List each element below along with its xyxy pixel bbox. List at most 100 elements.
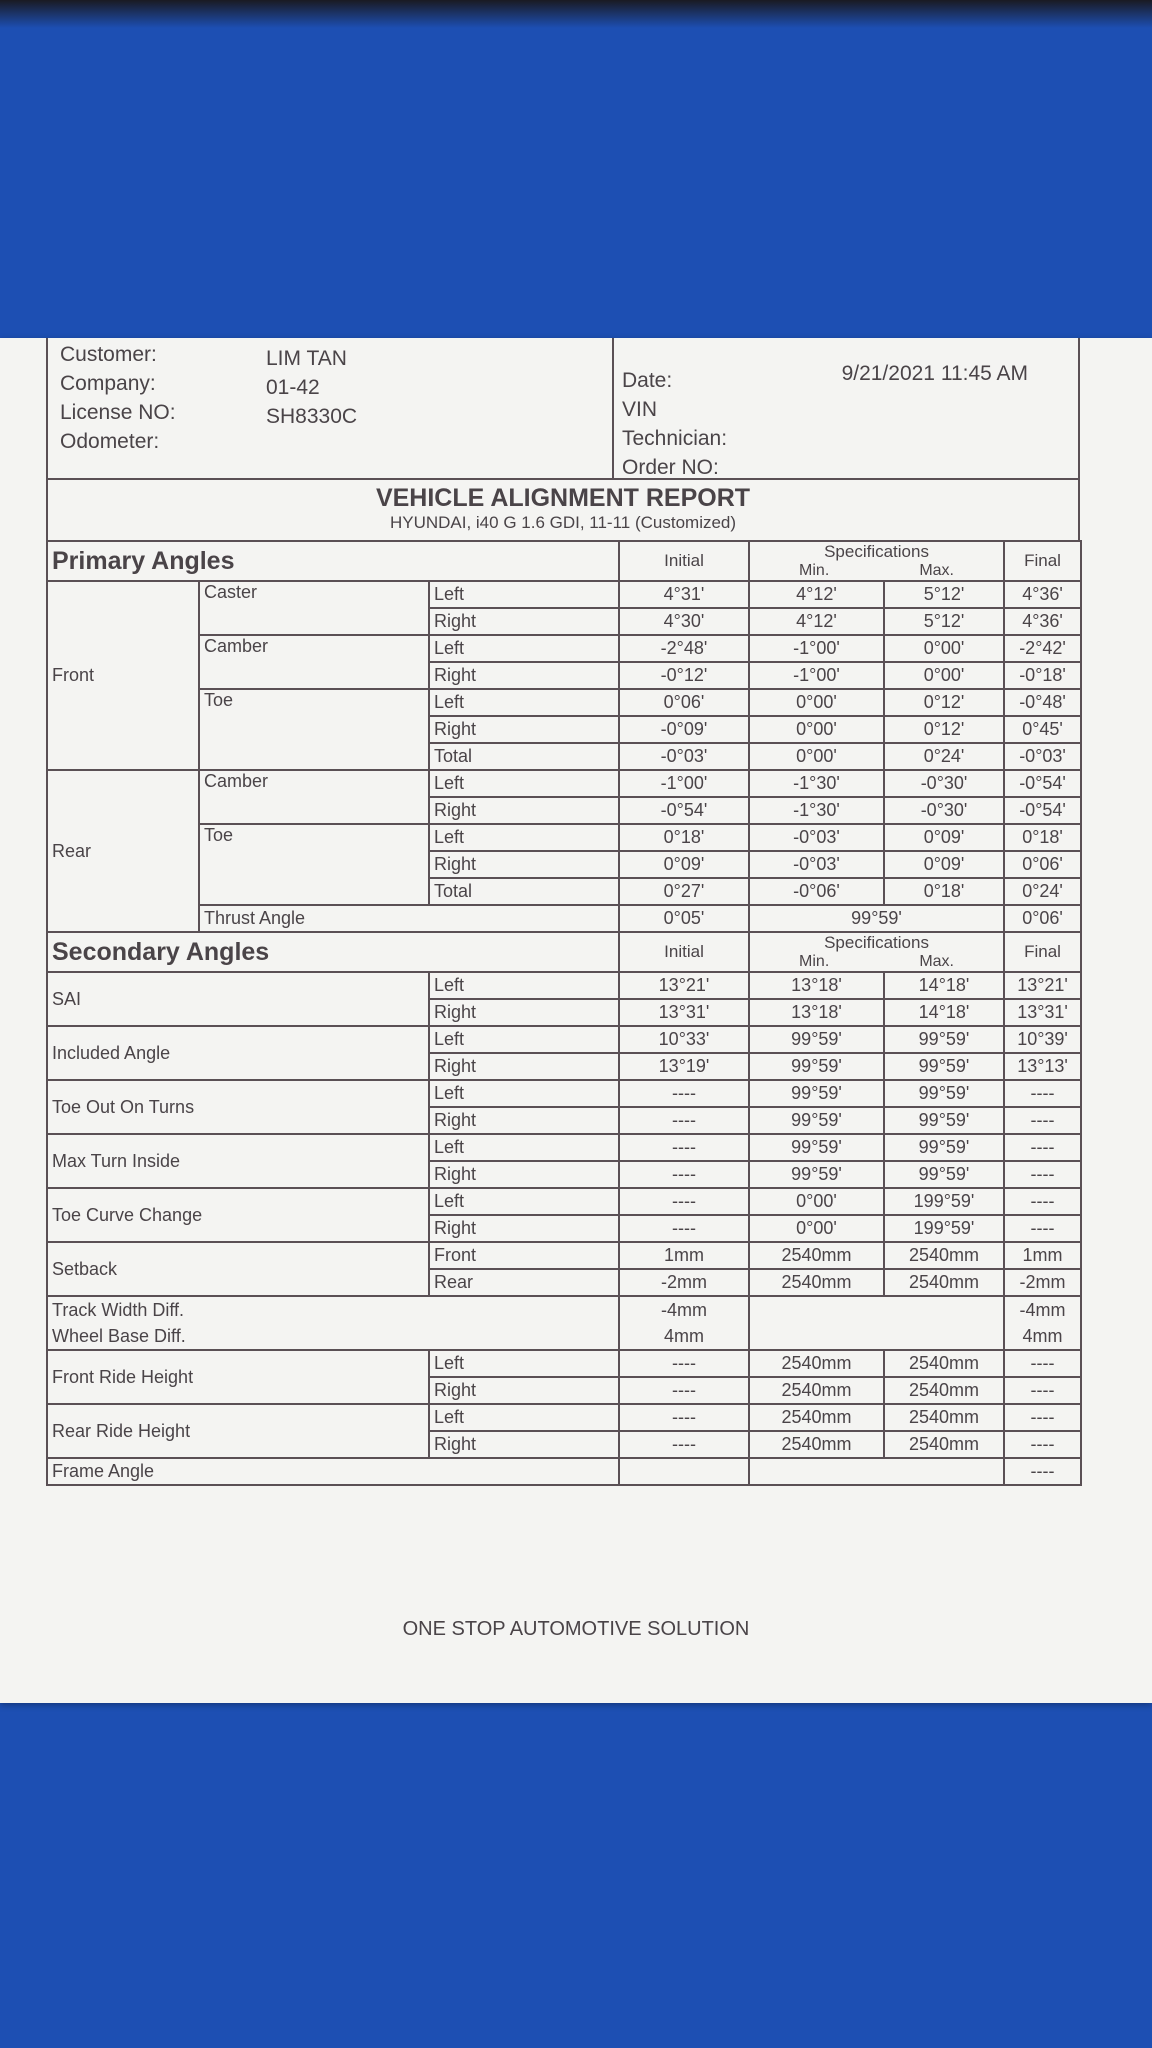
final-value: ---- xyxy=(1003,1403,1083,1432)
job-info: 9/21/2021 11:45 AM Date: VIN Technician:… xyxy=(612,338,1078,479)
spec-max-value: 2540mm xyxy=(883,1403,1006,1432)
final-value: 0°45' xyxy=(1003,715,1083,744)
final-value: ---- xyxy=(1003,1160,1083,1189)
initial-value: 0°05' xyxy=(618,904,751,933)
spec-min-value: -1°30' xyxy=(748,769,886,798)
spec-min-value: 0°00' xyxy=(748,715,886,744)
angle-name: Front Ride Height xyxy=(46,1349,430,1405)
side-label: Right xyxy=(427,715,621,744)
final-value: ---- xyxy=(1003,1106,1083,1135)
side-label: Right xyxy=(427,1214,621,1243)
spec-min-value: 2540mm xyxy=(748,1376,886,1405)
initial-value: ---- xyxy=(618,1133,751,1162)
spec-min-value: -0°06' xyxy=(748,877,886,906)
spec-min-value: 99°59' xyxy=(748,1079,886,1108)
diff-name: Wheel Base Diff. xyxy=(52,1326,186,1346)
final-value: 4°36' xyxy=(1003,607,1083,636)
spec-max-value: 0°24' xyxy=(883,742,1006,771)
measurement-row: Right ---- 0°00' 199°59' ---- xyxy=(47,1214,1083,1243)
initial-value: -4mm xyxy=(661,1300,708,1320)
spec-max-value: 14°18' xyxy=(883,971,1006,1000)
side-label: Right xyxy=(427,1376,621,1405)
initial-value: 13°31' xyxy=(618,998,751,1027)
initial-value: ---- xyxy=(618,1214,751,1243)
side-label: Left xyxy=(427,823,621,852)
final-value: -0°03' xyxy=(1003,742,1083,771)
final-value: ---- xyxy=(1003,1349,1083,1378)
initial-value: 1mm xyxy=(618,1241,751,1270)
column-initial: Initial xyxy=(618,931,751,973)
alignment-report-paper: Customer: Company: License NO: Odometer:… xyxy=(0,338,1152,1703)
angle-name: Camber xyxy=(198,634,430,690)
spec-min-value: 0°00' xyxy=(748,1214,886,1243)
customer-labels: Customer: Company: License NO: Odometer: xyxy=(60,340,176,456)
spec-max-value: 2540mm xyxy=(883,1349,1006,1378)
customer-label: Customer: xyxy=(60,343,157,366)
license-value: SH8330C xyxy=(266,405,358,428)
section-heading: Primary Angles xyxy=(45,540,621,582)
spec-min-value: 2540mm xyxy=(748,1430,886,1459)
final-value: 13°21' xyxy=(1003,971,1083,1000)
initial-value: 4°31' xyxy=(618,580,751,609)
side-label: Left xyxy=(427,1403,621,1432)
spec-min-value: 2540mm xyxy=(748,1403,886,1432)
side-label: Right xyxy=(427,1160,621,1189)
initial-value: -1°00' xyxy=(618,769,751,798)
initial-value: ---- xyxy=(618,1349,751,1378)
measurement-row: Right 13°31' 13°18' 14°18' 13°31' xyxy=(47,998,1083,1027)
measurement-row: Included Angle Left 10°33' 99°59' 99°59' 10°3… xyxy=(46,1025,1083,1081)
background-edge xyxy=(0,0,1152,28)
spec-max-value: 199°59' xyxy=(883,1187,1006,1216)
measurement-row: Toe Curve Change Left ---- 0°00' 199°59' ---- xyxy=(46,1187,1083,1243)
side-label: Left xyxy=(427,1025,621,1054)
final-value: 13°31' xyxy=(1003,998,1083,1027)
side-label: Right xyxy=(427,1052,621,1081)
final-value: -2mm xyxy=(1003,1268,1083,1297)
measurement-row: Right -0°12' -1°00' 0°00' -0°18' xyxy=(47,661,1083,690)
order-label: Order NO: xyxy=(622,456,719,479)
spec-min-value: 99°59' xyxy=(748,1106,886,1135)
diff-name: Track Width Diff. xyxy=(52,1300,185,1320)
side-label: Rear xyxy=(427,1268,621,1297)
spec-max-value: 99°59' xyxy=(883,1106,1006,1135)
spec-max-value: 0°12' xyxy=(883,688,1006,717)
final-value: -4mm xyxy=(1019,1300,1066,1320)
side-label: Left xyxy=(427,971,621,1000)
angle-name: SAI xyxy=(46,971,430,1027)
spec-min-value: 99°59' xyxy=(748,1160,886,1189)
side-label: Left xyxy=(427,1187,621,1216)
measurement-row: Right -0°54' -1°30' -0°30' -0°54' xyxy=(47,796,1083,825)
spec-min-value: 2540mm xyxy=(748,1349,886,1378)
spec-max-value: 0°18' xyxy=(883,877,1006,906)
initial-value: 0°09' xyxy=(618,850,751,879)
final-value: ---- xyxy=(1003,1457,1083,1486)
initial-value: 0°18' xyxy=(618,823,751,852)
final-value: ---- xyxy=(1003,1430,1083,1459)
column-specifications: Specifications Min. Max. xyxy=(748,540,1006,582)
customer-value: LIM TAN xyxy=(266,347,347,370)
side-label: Left xyxy=(427,1349,621,1378)
initial-value: 4mm xyxy=(664,1326,705,1346)
initial-value: ---- xyxy=(618,1160,751,1189)
side-label: Left xyxy=(427,1079,621,1108)
section-header-row: Secondary Angles Initial Specifications Min… xyxy=(45,931,1083,973)
section-header-row: Primary Angles Initial Specifications Min. M… xyxy=(45,540,1083,582)
initial-value: ---- xyxy=(618,1403,751,1432)
measurement-row: Right 4°30' 4°12' 5°12' 4°36' xyxy=(47,607,1083,636)
spec-min-value: 99°59' xyxy=(748,1052,886,1081)
spec-min-value: 0°00' xyxy=(748,742,886,771)
measurement-row: Rear -2mm 2540mm 2540mm -2mm xyxy=(47,1268,1083,1297)
spec-min-value: 13°18' xyxy=(748,971,886,1000)
side-label: Right xyxy=(427,1430,621,1459)
final-value: -0°54' xyxy=(1003,796,1083,825)
spec-max-value: 99°59' xyxy=(883,1052,1006,1081)
final-value: -0°54' xyxy=(1003,769,1083,798)
spec-min-value: 13°18' xyxy=(748,998,886,1027)
angle-name: Toe xyxy=(198,823,430,906)
alignment-table: Primary Angles Initial Specifications Min. M… xyxy=(45,540,1083,1486)
side-label: Right xyxy=(427,796,621,825)
spec-max-value: 199°59' xyxy=(883,1214,1006,1243)
footer-shop-name: ONE STOP AUTOMOTIVE SOLUTION xyxy=(402,1618,750,1640)
measurement-row: Max Turn Inside Left ---- 99°59' 99°59' ---- xyxy=(46,1133,1083,1189)
spec-min-value: 4°12' xyxy=(748,607,886,636)
